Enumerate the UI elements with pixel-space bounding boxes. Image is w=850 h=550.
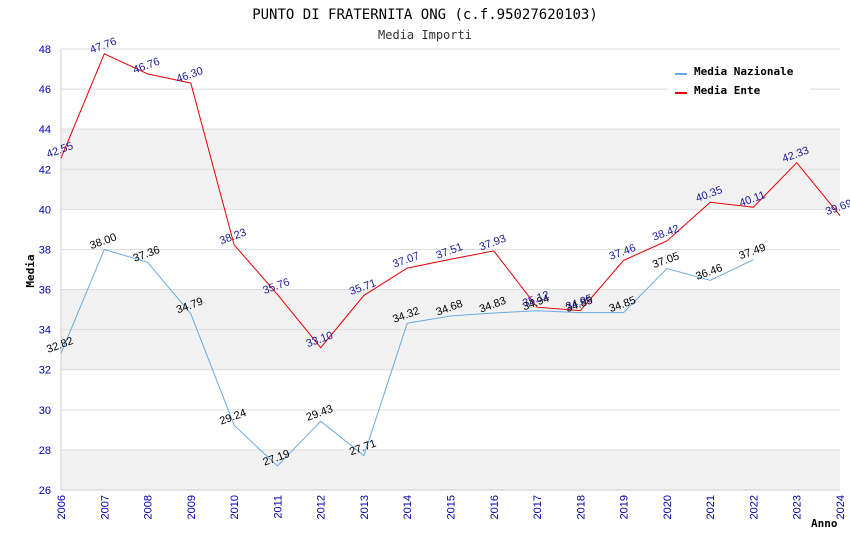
x-tick-label: 2016: [489, 495, 501, 519]
data-label: 37.07: [391, 250, 421, 271]
data-label: 29.43: [305, 403, 335, 424]
y-tick-label: 36: [39, 285, 51, 297]
data-label: 47.76: [88, 36, 118, 57]
y-tick-label: 40: [39, 204, 51, 216]
y-tick-label: 32: [39, 365, 51, 377]
y-tick-label: 42: [39, 164, 51, 176]
plot-band: [61, 449, 840, 490]
x-tick-label: 2014: [402, 495, 414, 519]
series-lines: [60, 53, 841, 467]
x-tick-label: 2019: [619, 495, 631, 519]
y-tick-label: 34: [39, 325, 51, 337]
data-label: 37.51: [434, 241, 464, 262]
x-axis-label: Anno: [811, 517, 838, 530]
x-tick-label: 2007: [99, 495, 111, 519]
chart-title: PUNTO DI FRATERNITA ONG (c.f.95027620103…: [252, 7, 598, 23]
x-tick-label: 2023: [792, 495, 804, 519]
data-label: 38.42: [651, 223, 681, 244]
series-line-ente: [60, 53, 841, 349]
x-tick-label: 2011: [272, 495, 284, 519]
y-tick-label: 48: [39, 44, 51, 56]
y-tick-labels: 26 28 30 32 34 36 38 40 42 44 46 48: [39, 44, 51, 497]
data-label: 38.00: [88, 231, 118, 252]
chart-subtitle: Media Importi: [378, 28, 472, 42]
x-tick-labels: 2006 2007 2008 2009 2010 2011 2012 2013 2014 2015…: [56, 495, 847, 519]
plot-band: [61, 289, 840, 330]
series-line-nazionale: [60, 248, 754, 467]
x-tick-label: 2013: [359, 495, 371, 519]
legend-label-nazionale: Media Nazionale: [694, 65, 794, 78]
x-tick-label: 2022: [748, 495, 760, 519]
plot-bands: [61, 129, 840, 490]
y-tick-label: 28: [39, 445, 51, 457]
legend-label-ente: Media Ente: [694, 84, 761, 97]
y-axis-label: Media: [24, 254, 37, 287]
x-tick-label: 2006: [56, 495, 68, 519]
x-tick-label: 2020: [662, 495, 674, 519]
data-label: 37.93: [478, 233, 508, 254]
x-tick-label: 2017: [532, 495, 544, 519]
x-tick-label: 2024: [835, 495, 847, 519]
x-tick-label: 2009: [186, 495, 198, 519]
plot-band: [61, 329, 840, 370]
y-tick-label: 30: [39, 405, 51, 417]
data-label: 37.05: [651, 250, 681, 271]
data-label: 37.49: [737, 242, 767, 263]
x-tick-label: 2008: [143, 495, 155, 519]
legend-box: [668, 60, 810, 101]
plot-band: [61, 129, 840, 170]
grid-lines: [61, 48, 840, 491]
x-tick-label: 2015: [446, 495, 458, 519]
x-tick-label: 2012: [316, 495, 328, 519]
x-tick-label: 2021: [705, 495, 717, 519]
data-label: 38.23: [218, 227, 248, 248]
x-tick-label: 2010: [229, 495, 241, 519]
legend: Media Nazionale Media Ente: [668, 60, 810, 101]
data-label: 37.46: [608, 242, 638, 263]
y-tick-label: 46: [39, 84, 51, 96]
y-tick-label: 26: [39, 485, 51, 497]
y-tick-label: 38: [39, 244, 51, 256]
y-tick-label: 44: [39, 124, 51, 136]
x-tick-label: 2018: [575, 495, 587, 519]
